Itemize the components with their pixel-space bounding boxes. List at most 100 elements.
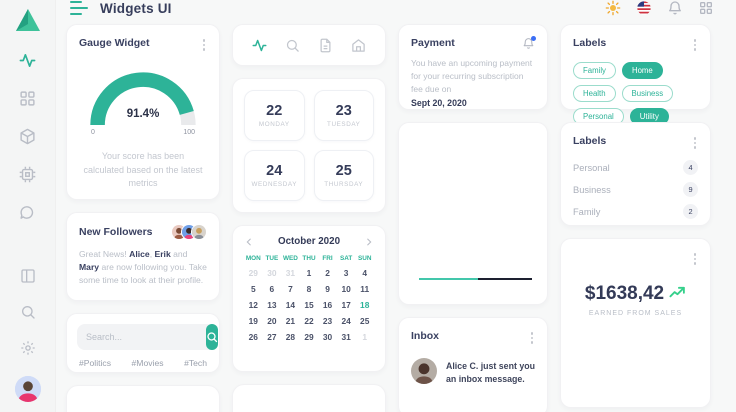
gauge-chart: 91.4%	[85, 69, 201, 129]
calendar-day[interactable]: 28	[285, 332, 296, 343]
more-menu-icon[interactable]	[201, 37, 208, 53]
sidebar-item-layout[interactable]	[20, 268, 36, 284]
calendar-day[interactable]: 16	[322, 300, 333, 311]
us-flag-icon[interactable]	[636, 0, 652, 16]
label-row[interactable]: Family 2	[573, 201, 698, 223]
calendar-day[interactable]: 23	[322, 316, 333, 327]
calendar-day[interactable]: 1	[362, 332, 368, 343]
more-menu-icon[interactable]	[692, 251, 699, 267]
calendar-day[interactable]: 31	[285, 268, 296, 278]
labels-tags-card: Labels Family Home Health Business Personal U…	[560, 24, 711, 125]
bell-icon[interactable]	[667, 0, 683, 16]
calendar-weekday: SUN	[357, 255, 372, 262]
calendar-day[interactable]: 15	[304, 300, 314, 311]
calendar-day[interactable]: 11	[360, 284, 370, 295]
calendar-day[interactable]: 30	[267, 268, 277, 278]
calendar-day[interactable]: 21	[285, 316, 296, 327]
progress-bar-fill	[419, 278, 478, 280]
user-avatar[interactable]	[14, 376, 41, 402]
calendar-day[interactable]: 25	[360, 316, 370, 327]
tab-home-icon[interactable]	[351, 38, 366, 53]
gauge-widget-card: Gauge Widget 91.4% 0 100 Your score has …	[66, 24, 220, 200]
calendar-day[interactable]: 31	[341, 332, 351, 343]
calendar-day[interactable]: 20	[267, 316, 277, 327]
calendar-prev-icon[interactable]	[244, 237, 254, 247]
app-logo-icon[interactable]	[15, 8, 41, 32]
calendar-day[interactable]: 19	[248, 316, 258, 327]
calendar-day[interactable]: 22	[304, 316, 314, 327]
label-row[interactable]: Business 9	[573, 179, 698, 201]
calendar-day[interactable]: 2	[325, 268, 330, 278]
sidebar-item-box[interactable]	[19, 128, 36, 145]
label-row[interactable]: Personal 4	[573, 157, 698, 179]
calendar-weekday: THU	[302, 255, 316, 262]
labels-title: Labels	[573, 135, 607, 147]
date-tile-day: WEDNESDAY	[251, 181, 298, 188]
hashtag-link[interactable]: #Movies	[131, 358, 164, 368]
follower-avatars[interactable]	[171, 224, 207, 240]
calendar-day[interactable]: 3	[343, 268, 349, 278]
more-menu-icon[interactable]	[692, 37, 699, 53]
sidebar-item-settings[interactable]	[20, 340, 36, 356]
inbox-message: Alice C. just sent you an inbox message.	[446, 360, 535, 384]
sidebar-item-cpu[interactable]	[19, 166, 36, 183]
tab-activity-icon[interactable]	[252, 38, 267, 53]
sun-icon[interactable]	[605, 0, 621, 16]
sidebar-item-search[interactable]	[20, 304, 36, 320]
calendar-day-selected[interactable]: 18	[360, 300, 370, 311]
calendar-day[interactable]: 27	[267, 332, 277, 343]
inbox-card: Inbox Alice C. just sent you an inbox me…	[398, 317, 548, 412]
search-button[interactable]	[206, 324, 218, 350]
calendar-day[interactable]: 12	[248, 300, 258, 311]
calendar-day[interactable]: 24	[341, 316, 351, 327]
apps-icon[interactable]	[698, 0, 714, 16]
calendar-day[interactable]: 4	[362, 268, 368, 278]
hashtag-link[interactable]: #Politics	[79, 358, 111, 368]
date-tile[interactable]: 25 THURSDAY	[313, 150, 374, 201]
calendar-day[interactable]: 8	[306, 284, 312, 295]
hashtag-link[interactable]: #Tech	[184, 358, 207, 368]
calendar-grid: 29 30 31 1 2 3 4 5 6 7 8 9 10 11 12 13 14 15 16 17 18 19 20 21 2…	[244, 267, 374, 344]
calendar-day[interactable]: 14	[285, 300, 296, 311]
labels-counts-card: Labels Personal 4 Business 9 Family 2	[560, 122, 711, 226]
date-tile[interactable]: 22 MONDAY	[244, 90, 305, 141]
calendar-day[interactable]: 9	[325, 284, 330, 295]
menu-icon[interactable]	[70, 1, 88, 15]
calendar-day[interactable]: 10	[341, 284, 351, 295]
label-chip[interactable]: Health	[573, 84, 616, 102]
more-menu-icon[interactable]	[529, 330, 536, 346]
label-name: Business	[573, 184, 611, 195]
date-tile[interactable]: 24 WEDNESDAY	[244, 150, 305, 201]
calendar-day[interactable]: 1	[306, 268, 312, 278]
hashtag-list: #Politics #Movies #Tech	[77, 358, 209, 368]
label-chip[interactable]: Home	[621, 61, 663, 79]
calendar-day[interactable]: 26	[248, 332, 258, 343]
sidebar-item-dashboard[interactable]	[19, 90, 36, 107]
label-count-badge: 2	[683, 204, 698, 219]
sender-avatar[interactable]	[411, 357, 437, 384]
calendar-day[interactable]: 6	[269, 284, 275, 295]
tab-file-icon[interactable]	[318, 38, 333, 53]
calendar-next-icon[interactable]	[364, 237, 374, 247]
more-menu-icon[interactable]	[692, 135, 699, 151]
calendar-day[interactable]: 29	[304, 332, 314, 343]
followers-text-part: ,	[149, 249, 155, 259]
label-chip[interactable]: Business	[621, 84, 674, 102]
date-tile[interactable]: 23 TUESDAY	[313, 90, 374, 141]
notification-bell-icon[interactable]	[522, 36, 536, 50]
progress-bar-track	[477, 278, 532, 280]
gauge-value: 91.4%	[126, 108, 160, 121]
sidebar-item-chat[interactable]	[19, 204, 36, 221]
label-count-badge: 9	[683, 182, 698, 197]
search-widget-card: #Politics #Movies #Tech	[66, 313, 220, 373]
calendar-day[interactable]: 13	[267, 300, 277, 311]
tab-search-icon[interactable]	[285, 38, 300, 53]
label-chip[interactable]: Family	[573, 61, 616, 79]
calendar-day[interactable]: 17	[341, 300, 351, 311]
sidebar-item-activity[interactable]	[19, 52, 36, 69]
calendar-day[interactable]: 7	[288, 284, 293, 295]
search-input[interactable]	[77, 324, 212, 350]
calendar-day[interactable]: 5	[250, 284, 256, 295]
calendar-day[interactable]: 30	[322, 332, 333, 343]
calendar-day[interactable]: 29	[248, 268, 258, 278]
